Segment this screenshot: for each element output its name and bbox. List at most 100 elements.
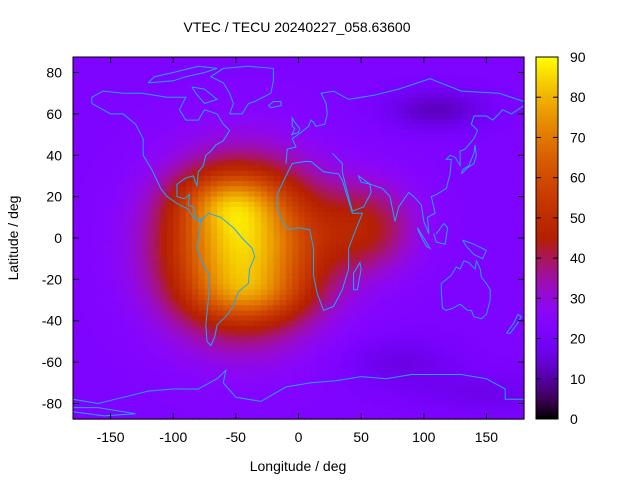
heatmap-cell: [492, 398, 500, 405]
heatmap-cell: [173, 82, 181, 89]
heatmap-cell: [436, 232, 444, 239]
heatmap-cell: [480, 217, 488, 224]
heatmap-cell: [398, 289, 406, 296]
heatmap-cell: [116, 212, 124, 218]
heatmap-cell: [285, 367, 293, 374]
heatmap-cell: [298, 62, 306, 68]
heatmap-cell: [505, 119, 513, 125]
heatmap-cell: [461, 346, 469, 353]
heatmap-cell: [273, 206, 281, 213]
heatmap-cell: [354, 351, 362, 358]
heatmap-cell: [185, 325, 193, 332]
heatmap-cell: [79, 134, 87, 141]
heatmap-cell: [141, 248, 149, 255]
heatmap-cell: [323, 160, 331, 167]
heatmap-cell: [411, 258, 419, 265]
heatmap-cell: [392, 124, 400, 130]
heatmap-cell: [467, 346, 475, 353]
heatmap-cell: [342, 98, 350, 105]
heatmap-cell: [129, 331, 137, 337]
heatmap-cell: [179, 305, 187, 311]
heatmap-cell: [292, 227, 300, 234]
heatmap-cell: [517, 243, 525, 249]
heatmap-cell: [91, 186, 99, 193]
heatmap-cell: [192, 279, 199, 286]
heatmap-cell: [367, 289, 375, 296]
heatmap-cell: [455, 408, 462, 415]
heatmap-cell: [160, 413, 168, 420]
heatmap-cell: [379, 98, 387, 105]
heatmap-cell: [260, 377, 268, 384]
heatmap-cell: [173, 248, 181, 255]
heatmap-cell: [292, 201, 300, 208]
heatmap-cell: [267, 253, 275, 260]
heatmap-cell: [430, 263, 437, 270]
heatmap-cell: [248, 77, 256, 84]
heatmap-cell: [511, 284, 519, 291]
heatmap-cell: [417, 77, 425, 84]
heatmap-cell: [411, 362, 419, 368]
heatmap-cell: [98, 181, 105, 187]
heatmap-cell: [135, 160, 143, 167]
heatmap-cell: [311, 367, 318, 374]
heatmap-cell: [235, 222, 243, 229]
heatmap-cell: [248, 300, 256, 306]
heatmap-cell: [148, 382, 156, 389]
heatmap-cell: [423, 98, 431, 105]
heatmap-cell: [123, 93, 130, 99]
heatmap-cell: [279, 129, 287, 136]
heatmap-cell: [361, 362, 368, 368]
heatmap-cell: [467, 356, 475, 363]
heatmap-cell: [511, 134, 519, 141]
heatmap-cell: [455, 129, 462, 136]
heatmap-cell: [411, 253, 419, 260]
heatmap-cell: [210, 346, 218, 353]
heatmap-cell: [423, 124, 431, 130]
heatmap-cell: [411, 124, 419, 130]
heatmap-cell: [423, 279, 431, 286]
heatmap-cell: [173, 165, 181, 172]
heatmap-cell: [248, 362, 256, 368]
heatmap-cell: [492, 227, 500, 234]
heatmap-cell: [311, 212, 318, 218]
heatmap-cell: [116, 155, 124, 162]
heatmap-cell: [436, 356, 444, 363]
heatmap-cell: [154, 72, 162, 79]
heatmap-cell: [192, 134, 199, 141]
heatmap-cell: [148, 119, 156, 125]
heatmap-cell: [361, 206, 368, 213]
heatmap-cell: [160, 294, 168, 301]
heatmap-cell: [254, 263, 262, 270]
heatmap-cell: [455, 341, 462, 348]
heatmap-cell: [517, 263, 525, 270]
heatmap-cell: [292, 77, 300, 84]
heatmap-cell: [404, 243, 412, 249]
heatmap-cell: [154, 175, 162, 182]
heatmap-cell: [223, 320, 231, 327]
heatmap-cell: [461, 243, 469, 249]
heatmap-cell: [417, 320, 425, 327]
heatmap-cell: [511, 269, 519, 275]
heatmap-cell: [129, 377, 137, 384]
heatmap-cell: [85, 88, 93, 94]
heatmap-cell: [430, 124, 437, 130]
heatmap-cell: [423, 253, 431, 260]
heatmap-cell: [473, 113, 481, 120]
heatmap-cell: [160, 377, 168, 384]
heatmap-cell: [104, 351, 112, 358]
heatmap-cell: [217, 403, 224, 410]
heatmap-cell: [91, 124, 99, 130]
heatmap-cell: [298, 217, 306, 224]
heatmap-cell: [235, 269, 243, 275]
heatmap-cell: [179, 341, 187, 348]
heatmap-cell: [436, 351, 444, 358]
heatmap-cell: [129, 351, 137, 358]
heatmap-cell: [361, 336, 368, 343]
heatmap-cell: [473, 62, 481, 68]
heatmap-cell: [98, 201, 105, 208]
heatmap-cell: [229, 305, 237, 311]
heatmap-cell: [123, 212, 130, 218]
heatmap-cell: [404, 181, 412, 187]
heatmap-cell: [417, 238, 425, 244]
heatmap-cell: [235, 387, 243, 394]
